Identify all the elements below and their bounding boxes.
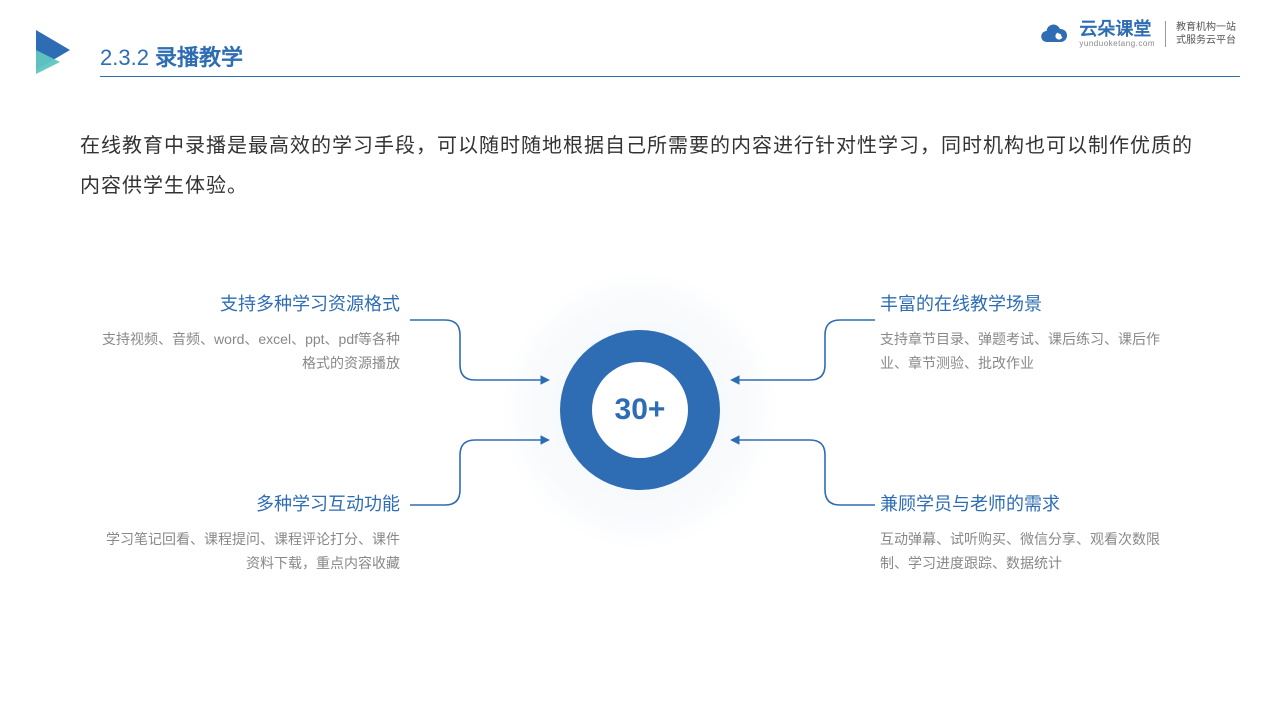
center-circle: 30+ [500,270,780,550]
feature-title: 支持多种学习资源格式 [100,290,400,316]
brand-slogan: 教育机构一站式服务云平台 [1176,21,1240,47]
feature-top-right: 丰富的在线教学场景 支持章节目录、弹题考试、课后练习、课后作业、章节测验、批改作… [880,290,1180,376]
intro-paragraph: 在线教育中录播是最高效的学习手段，可以随时随地根据自己所需要的内容进行针对性学习… [80,126,1200,206]
brand-name: 云朵课堂 [1079,20,1155,40]
section-number: 2.3.2 [100,45,149,70]
feature-desc: 学习笔记回看、课程提问、课程评论打分、课件资料下载，重点内容收藏 [100,528,400,576]
section-title-text: 录播教学 [155,45,243,70]
feature-title: 多种学习互动功能 [100,490,400,516]
feature-desc: 支持视频、音频、word、excel、ppt、pdf等各种格式的资源播放 [100,328,400,376]
cloud-icon [1037,21,1069,47]
brand-url: yunduoketang.com [1079,40,1155,49]
feature-title: 兼顾学员与老师的需求 [880,490,1180,516]
header-underline [100,76,1240,77]
brand-block: 云朵课堂 yunduoketang.com 教育机构一站式服务云平台 [1037,20,1240,49]
feature-top-left: 支持多种学习资源格式 支持视频、音频、word、excel、ppt、pdf等各种… [100,290,400,376]
center-label: 30+ [615,393,666,427]
feature-title: 丰富的在线教学场景 [880,290,1180,316]
feature-desc: 互动弹幕、试听购买、微信分享、观看次数限制、学习进度跟踪、数据统计 [880,528,1180,576]
section-title: 2.3.2录播教学 [100,40,243,72]
feature-desc: 支持章节目录、弹题考试、课后练习、课后作业、章节测验、批改作业 [880,328,1180,376]
ring-inner: 30+ [592,362,688,458]
header-play-icon [32,28,78,79]
feature-bottom-left: 多种学习互动功能 学习笔记回看、课程提问、课程评论打分、课件资料下载，重点内容收… [100,490,400,576]
brand-divider [1165,21,1166,47]
feature-bottom-right: 兼顾学员与老师的需求 互动弹幕、试听购买、微信分享、观看次数限制、学习进度跟踪、… [880,490,1180,576]
